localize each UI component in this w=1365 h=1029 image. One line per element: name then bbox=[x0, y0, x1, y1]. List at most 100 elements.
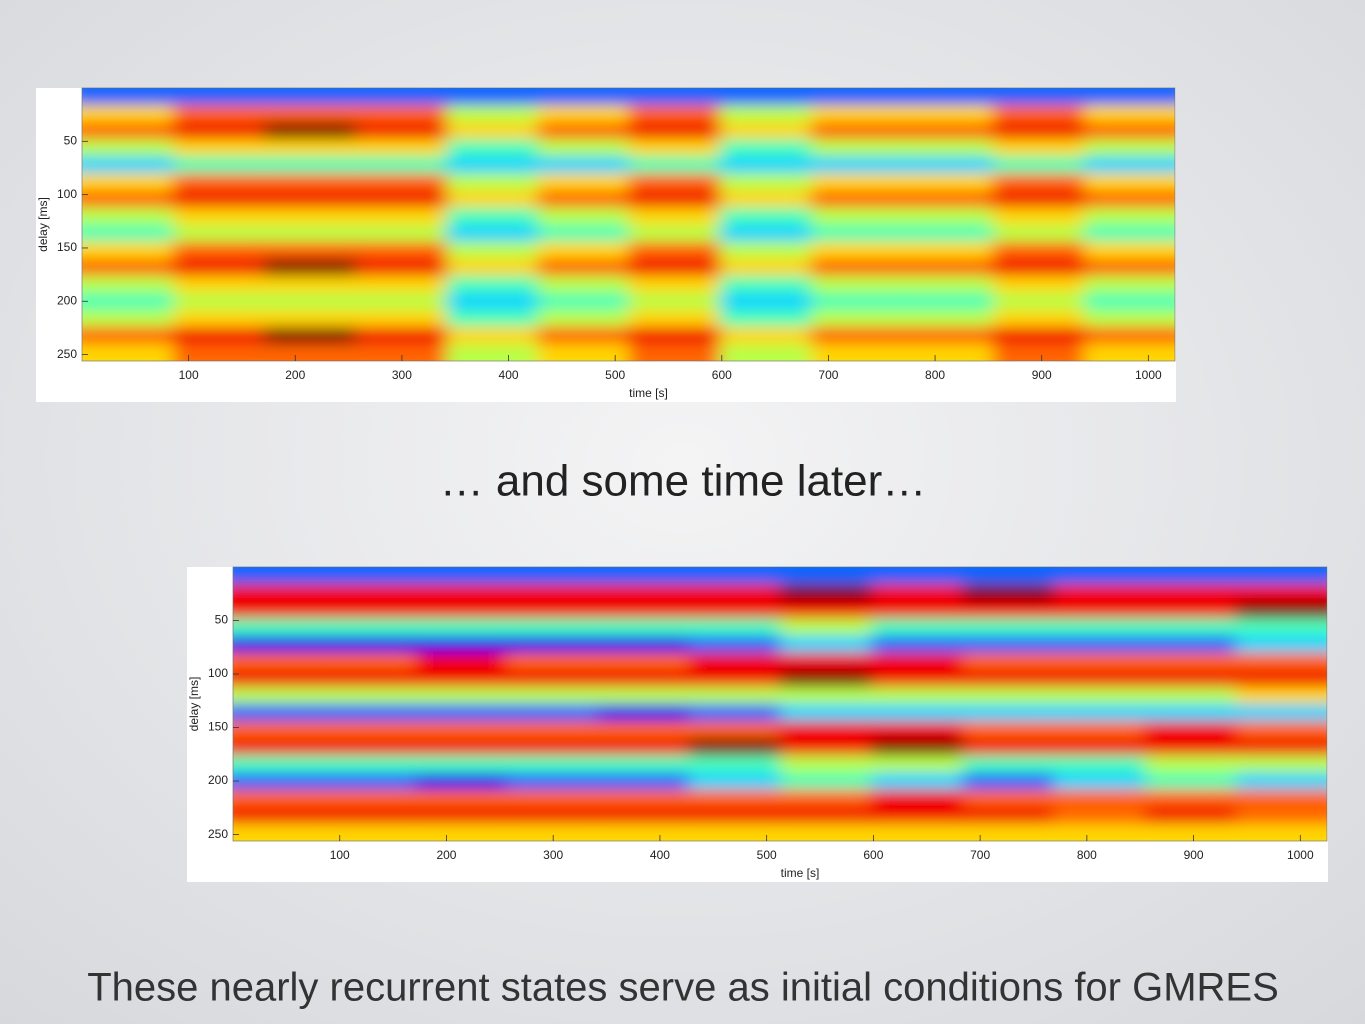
heat-cell bbox=[446, 207, 539, 226]
x-tick-label: 800 bbox=[1077, 848, 1097, 862]
heat-cell bbox=[82, 309, 175, 328]
heat-cell bbox=[962, 686, 1055, 705]
heat-cell bbox=[1083, 343, 1175, 361]
heat-cell bbox=[719, 292, 812, 311]
heat-cell bbox=[628, 326, 721, 345]
heat-cell bbox=[628, 258, 721, 277]
heat-cell bbox=[82, 105, 175, 124]
heat-cell bbox=[264, 258, 357, 277]
heat-cell bbox=[901, 139, 994, 158]
heat-cell bbox=[810, 258, 903, 277]
heat-cell bbox=[233, 669, 326, 688]
heat-cell bbox=[1083, 292, 1175, 311]
heat-cell bbox=[1235, 652, 1327, 671]
heat-cell bbox=[719, 88, 812, 107]
heat-cell bbox=[628, 190, 721, 209]
heat-cell bbox=[537, 122, 630, 141]
heat-cell bbox=[233, 806, 326, 825]
heat-cell bbox=[719, 173, 812, 192]
heat-cell bbox=[415, 721, 508, 740]
heat-cell bbox=[233, 789, 326, 808]
heat-cell bbox=[871, 704, 964, 723]
heat-cell bbox=[446, 122, 539, 141]
heat-cell bbox=[780, 567, 873, 586]
heat-cell bbox=[780, 738, 873, 757]
heat-cell bbox=[901, 326, 994, 345]
heat-cell bbox=[355, 309, 448, 328]
heat-cell bbox=[1144, 806, 1237, 825]
heat-cell bbox=[415, 669, 508, 688]
heat-cell bbox=[82, 343, 175, 361]
x-tick-label: 300 bbox=[392, 368, 412, 382]
heat-cell bbox=[688, 806, 781, 825]
heat-cell bbox=[628, 173, 721, 192]
heat-cell bbox=[415, 738, 508, 757]
heat-cell bbox=[1235, 584, 1327, 603]
heat-cell bbox=[780, 721, 873, 740]
heat-cell bbox=[901, 190, 994, 209]
heat-cell bbox=[324, 652, 417, 671]
x-tick-label: 400 bbox=[650, 848, 670, 862]
heat-cell bbox=[992, 105, 1085, 124]
heat-cell bbox=[82, 326, 175, 345]
y-tick-label: 100 bbox=[57, 187, 77, 201]
heat-cell bbox=[82, 258, 175, 277]
heat-cell bbox=[446, 88, 539, 107]
heat-cell bbox=[901, 88, 994, 107]
heat-cell bbox=[1053, 584, 1146, 603]
heat-cell bbox=[1144, 789, 1237, 808]
heat-cell bbox=[901, 224, 994, 243]
heat-cell bbox=[233, 618, 326, 637]
heat-cell bbox=[962, 806, 1055, 825]
heat-cell bbox=[1053, 635, 1146, 654]
heat-cell bbox=[355, 139, 448, 158]
heat-cell bbox=[628, 156, 721, 175]
heat-cell bbox=[506, 806, 599, 825]
heat-cell bbox=[1053, 823, 1146, 841]
heat-cell bbox=[537, 88, 630, 107]
heat-cell bbox=[173, 326, 266, 345]
heat-cell bbox=[719, 122, 812, 141]
x-axis-label: time [s] bbox=[781, 866, 820, 880]
heat-cell bbox=[264, 207, 357, 226]
heat-cell bbox=[324, 772, 417, 791]
heat-cell bbox=[628, 343, 721, 361]
heat-cell bbox=[901, 343, 994, 361]
heat-cell bbox=[992, 326, 1085, 345]
heat-cell bbox=[810, 275, 903, 294]
heat-cell bbox=[446, 275, 539, 294]
heat-cell bbox=[1235, 806, 1327, 825]
heat-cell bbox=[688, 823, 781, 841]
heat-cell bbox=[628, 105, 721, 124]
heat-cell bbox=[355, 122, 448, 141]
heat-cell bbox=[233, 823, 326, 841]
heat-cell bbox=[780, 669, 873, 688]
heat-cell bbox=[1235, 738, 1327, 757]
heat-cell bbox=[688, 652, 781, 671]
heat-cell bbox=[780, 618, 873, 637]
heat-cell bbox=[871, 755, 964, 774]
heat-cell bbox=[324, 806, 417, 825]
x-axis-label: time [s] bbox=[629, 386, 668, 400]
heat-cell bbox=[901, 156, 994, 175]
heat-cell bbox=[810, 88, 903, 107]
heat-cell bbox=[82, 224, 175, 243]
heat-cell bbox=[1144, 669, 1237, 688]
heat-cell bbox=[780, 601, 873, 620]
heat-cell bbox=[597, 823, 690, 841]
heat-cell bbox=[992, 275, 1085, 294]
heat-cell bbox=[628, 88, 721, 107]
heat-cell bbox=[537, 326, 630, 345]
heat-cell bbox=[871, 772, 964, 791]
heat-cell bbox=[233, 704, 326, 723]
y-tick-label: 150 bbox=[57, 240, 77, 254]
heat-cell bbox=[233, 755, 326, 774]
heat-cell bbox=[355, 173, 448, 192]
heat-cell bbox=[962, 567, 1055, 586]
heat-cell bbox=[415, 601, 508, 620]
heat-cell bbox=[688, 738, 781, 757]
heat-cell bbox=[537, 309, 630, 328]
heat-cell bbox=[233, 567, 326, 586]
heat-cell bbox=[962, 772, 1055, 791]
